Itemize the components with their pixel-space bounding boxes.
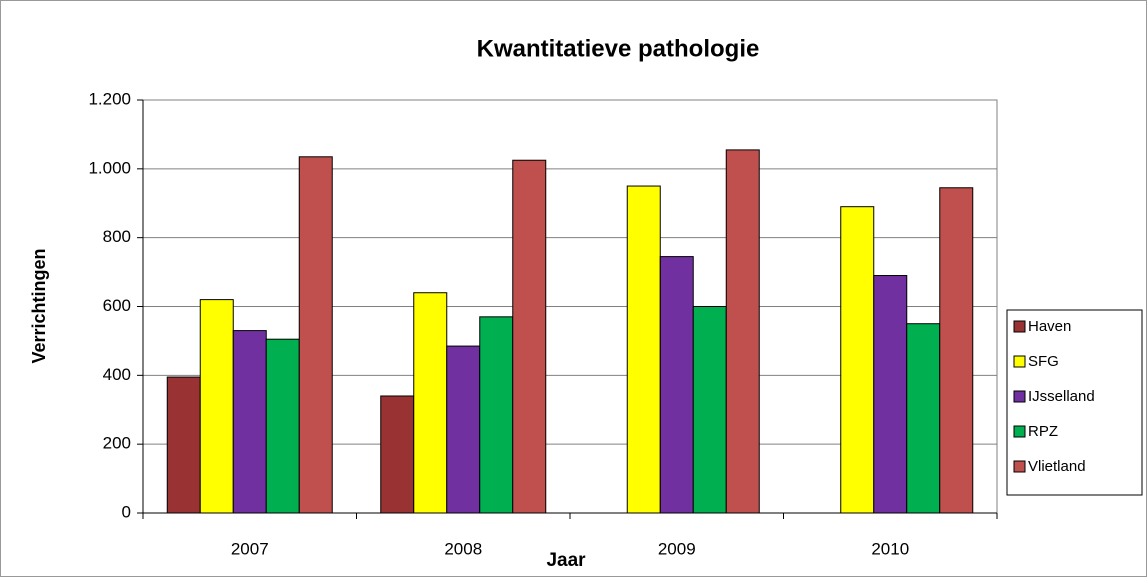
bar xyxy=(479,316,514,514)
legend-swatch xyxy=(1013,460,1026,473)
bar xyxy=(939,187,974,514)
bar xyxy=(725,149,760,514)
y-tick-label: 800 xyxy=(103,227,131,246)
bar xyxy=(166,376,201,514)
bar xyxy=(446,345,481,514)
y-axis-label: Verrichtingen xyxy=(29,248,49,363)
y-tick-label: 1.200 xyxy=(88,89,131,108)
legend-label: Vlietland xyxy=(1028,458,1086,475)
legend-label: IJsselland xyxy=(1028,388,1095,405)
y-tick-label: 0 xyxy=(122,502,131,521)
bar xyxy=(906,323,941,514)
chart-title: Kwantitatieve pathologie xyxy=(477,35,760,62)
bar xyxy=(232,330,267,514)
bar xyxy=(413,292,448,514)
legend-swatch xyxy=(1013,355,1026,368)
y-tick-label: 600 xyxy=(103,296,131,315)
bar xyxy=(692,306,727,514)
bar xyxy=(298,156,333,514)
x-tick-label: 2009 xyxy=(658,539,696,558)
x-tick-label: 2007 xyxy=(231,539,269,558)
x-tick-label: 2008 xyxy=(444,539,482,558)
y-tick-label: 1.000 xyxy=(88,158,131,177)
y-tick-label: 400 xyxy=(103,365,131,384)
legend-swatch xyxy=(1013,425,1026,438)
legend-label: Haven xyxy=(1028,318,1071,335)
legend-label: SFG xyxy=(1028,353,1059,370)
legend-swatch xyxy=(1013,390,1026,403)
bar xyxy=(199,299,234,514)
bar xyxy=(873,275,908,514)
bar xyxy=(659,256,694,514)
legend-swatch xyxy=(1013,320,1026,333)
x-tick-label: 2010 xyxy=(871,539,909,558)
legend-label: RPZ xyxy=(1028,423,1058,440)
x-axis-label: Jaar xyxy=(546,550,586,571)
bar xyxy=(512,159,547,514)
legend-box xyxy=(1006,309,1143,496)
bar xyxy=(626,185,661,514)
bar xyxy=(380,395,415,514)
y-tick-label: 200 xyxy=(103,434,131,453)
bar xyxy=(840,206,875,514)
bar xyxy=(265,338,300,514)
